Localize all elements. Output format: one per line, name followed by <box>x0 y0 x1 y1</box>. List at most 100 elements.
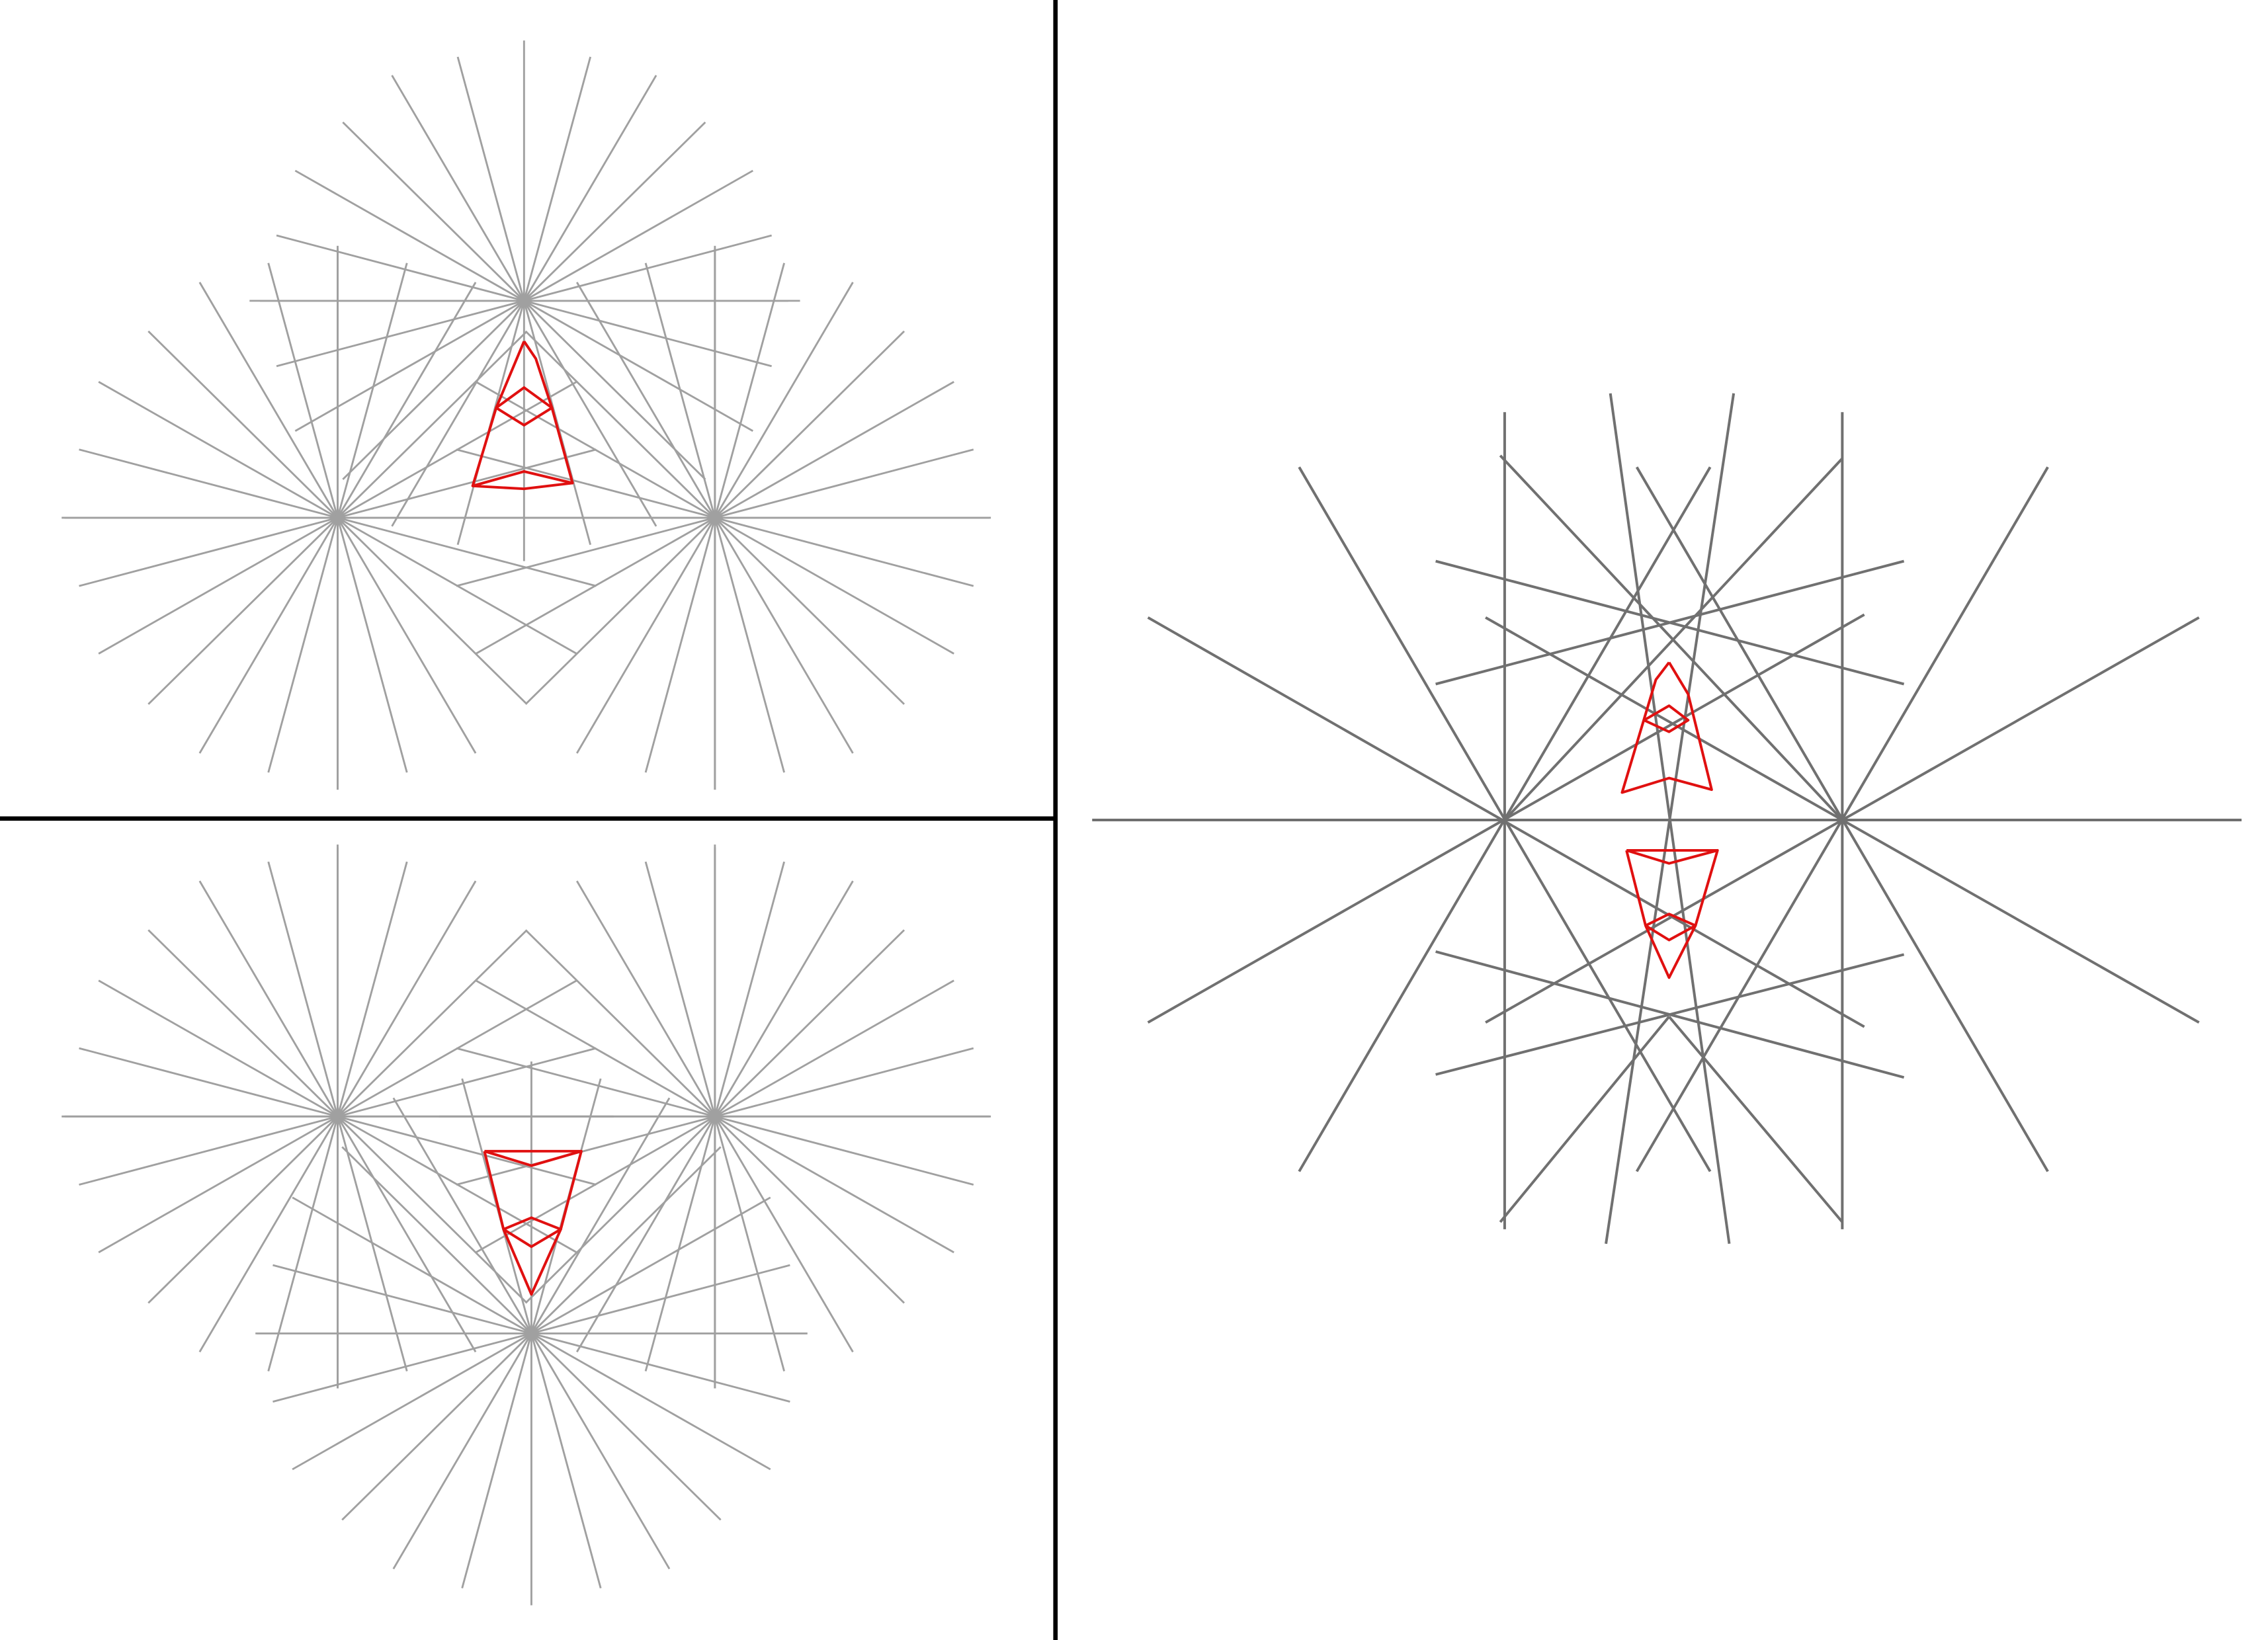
guide-line <box>337 861 408 1117</box>
guide-line <box>337 263 408 518</box>
guide-line <box>342 300 525 480</box>
guide-line <box>267 517 339 773</box>
guide-line <box>714 880 854 1118</box>
guide-line <box>267 1116 339 1372</box>
guide-line <box>337 929 528 1118</box>
guide-line <box>523 300 657 527</box>
guide-line <box>714 381 954 519</box>
bottom-left-panel <box>62 844 991 1606</box>
guide-line <box>525 330 716 518</box>
guide-line <box>456 56 525 302</box>
guide-line <box>273 1332 532 1403</box>
guide-line <box>714 1115 974 1186</box>
guide-line <box>714 448 974 519</box>
guide-line <box>1435 950 1905 1079</box>
guide-line <box>1609 393 1731 1245</box>
guide-line <box>337 381 577 519</box>
guide-line <box>530 1196 771 1334</box>
guide-line <box>714 517 854 754</box>
red-form <box>471 341 574 487</box>
guide-line <box>337 516 597 587</box>
guide-line <box>273 1264 532 1334</box>
guide-line <box>98 979 339 1118</box>
guide-line <box>525 516 716 705</box>
guide-line <box>456 516 716 587</box>
guide-line <box>79 516 338 587</box>
guide-line <box>531 1332 790 1403</box>
guide-line <box>337 880 477 1118</box>
guide-line <box>337 1116 577 1254</box>
guide-line <box>530 1332 602 1588</box>
guide-line <box>644 1116 716 1372</box>
guide-line <box>337 516 577 655</box>
red-base <box>472 481 573 491</box>
guide-line <box>341 1332 532 1521</box>
red-face <box>1644 913 1697 942</box>
guide-line <box>644 517 716 773</box>
guide-line <box>523 75 657 302</box>
guide-line <box>79 448 338 519</box>
guide-line <box>530 1332 671 1570</box>
guide-line <box>337 330 528 518</box>
guide-line <box>530 1146 722 1334</box>
guide-line <box>337 517 408 773</box>
red-face <box>1643 704 1690 733</box>
guide-line <box>1147 613 1865 1024</box>
guide-line <box>337 1047 597 1118</box>
guide-line <box>525 929 716 1118</box>
guide-line <box>337 448 597 519</box>
top-left-panel <box>62 40 991 790</box>
guide-line <box>294 300 525 432</box>
guide-line <box>98 516 339 655</box>
guide-line <box>147 1116 339 1304</box>
guide-line <box>714 861 786 1117</box>
guide-line <box>714 1116 854 1353</box>
guide-line <box>714 282 854 518</box>
guide-line <box>714 1116 954 1254</box>
guide-line <box>714 1116 786 1372</box>
guide-line <box>337 282 477 518</box>
guide-line <box>523 121 706 302</box>
guide-line <box>198 282 339 518</box>
guide-line <box>391 75 525 302</box>
guide-line <box>523 169 754 302</box>
guide-line <box>456 1047 716 1118</box>
guide-line <box>292 1196 532 1334</box>
guide-line <box>98 1116 339 1254</box>
guide-line <box>147 516 339 705</box>
guide-line <box>79 1115 338 1186</box>
guide-line <box>342 121 525 302</box>
guide-line <box>714 517 786 773</box>
guide-line <box>714 1047 974 1118</box>
guide-line <box>575 1116 716 1353</box>
guide-line <box>337 1116 408 1372</box>
guide-line <box>337 979 577 1118</box>
guide-line <box>714 263 786 518</box>
guide-line <box>147 929 339 1118</box>
guide-line <box>1499 454 1843 821</box>
guide-line <box>337 516 528 705</box>
guide-line <box>294 169 525 302</box>
guide-line <box>267 861 339 1117</box>
guide-line <box>714 516 954 655</box>
guide-line <box>276 234 525 302</box>
guide-line <box>714 516 974 587</box>
guide-line <box>79 1047 338 1118</box>
guide-line <box>337 1115 597 1186</box>
guide-line <box>267 263 339 518</box>
guide-line <box>644 263 716 518</box>
guide-line <box>276 300 525 368</box>
guide-line <box>714 1116 905 1304</box>
guide-line <box>392 1332 532 1570</box>
guide-line <box>147 330 339 518</box>
guide-line <box>198 1116 339 1353</box>
guide-line <box>198 517 339 754</box>
guide-line <box>337 1116 528 1304</box>
guide-line <box>523 300 773 368</box>
guide-line <box>575 282 716 518</box>
guide-line <box>530 1332 771 1471</box>
guide-line <box>714 929 905 1118</box>
guide-line <box>523 56 592 302</box>
guide-line <box>714 516 905 705</box>
